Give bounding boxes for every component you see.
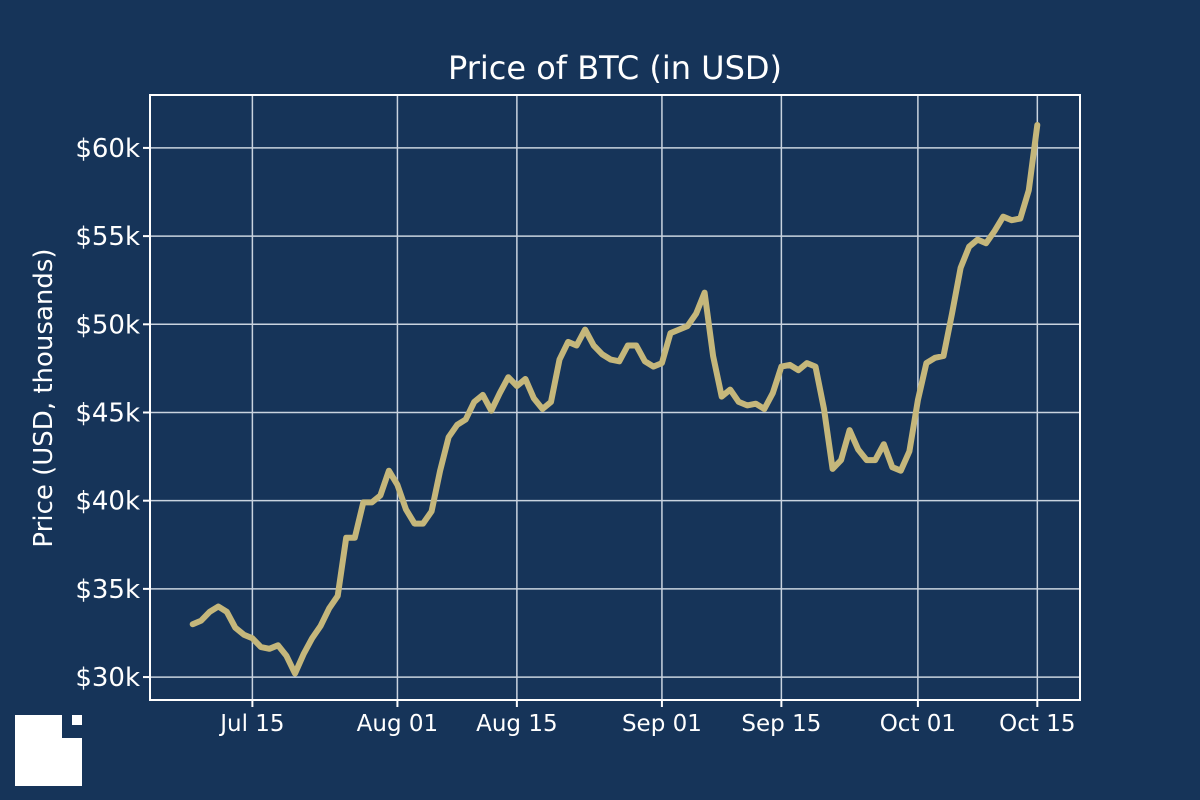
y-tick-label: $30k: [75, 663, 140, 693]
plot-area: [189, 122, 1041, 677]
y-tick-label: $40k: [75, 487, 140, 517]
x-tick-label: Aug 01: [357, 711, 439, 737]
x-tick-label: Jul 15: [218, 711, 284, 737]
grid-lines: [150, 95, 1080, 700]
plot-frame: [149, 94, 1081, 701]
x-tick-label: Sep 01: [622, 711, 702, 737]
y-tick-label: $45k: [75, 398, 140, 428]
brand-logo-icon: [15, 715, 82, 786]
axis-ticks: Jul 15 Aug 01 Aug 15 Sep 01 Sep 15 Oct 01 Oct …: [75, 134, 1075, 737]
x-tick-label: Oct 01: [880, 711, 956, 737]
x-tick-label: Sep 15: [741, 711, 821, 737]
y-tick-label: $60k: [75, 134, 140, 164]
y-tick-label: $35k: [75, 575, 140, 605]
y-tick-label: $55k: [75, 222, 140, 252]
x-tick-label: Oct 15: [999, 711, 1075, 737]
x-tick-label: Aug 15: [476, 711, 558, 737]
y-tick-label: $50k: [75, 310, 140, 340]
btc-price-line: [189, 122, 1041, 677]
y-axis-label: Price (USD, thousands): [29, 248, 59, 547]
chart-title: Price of BTC (in USD): [448, 49, 782, 87]
